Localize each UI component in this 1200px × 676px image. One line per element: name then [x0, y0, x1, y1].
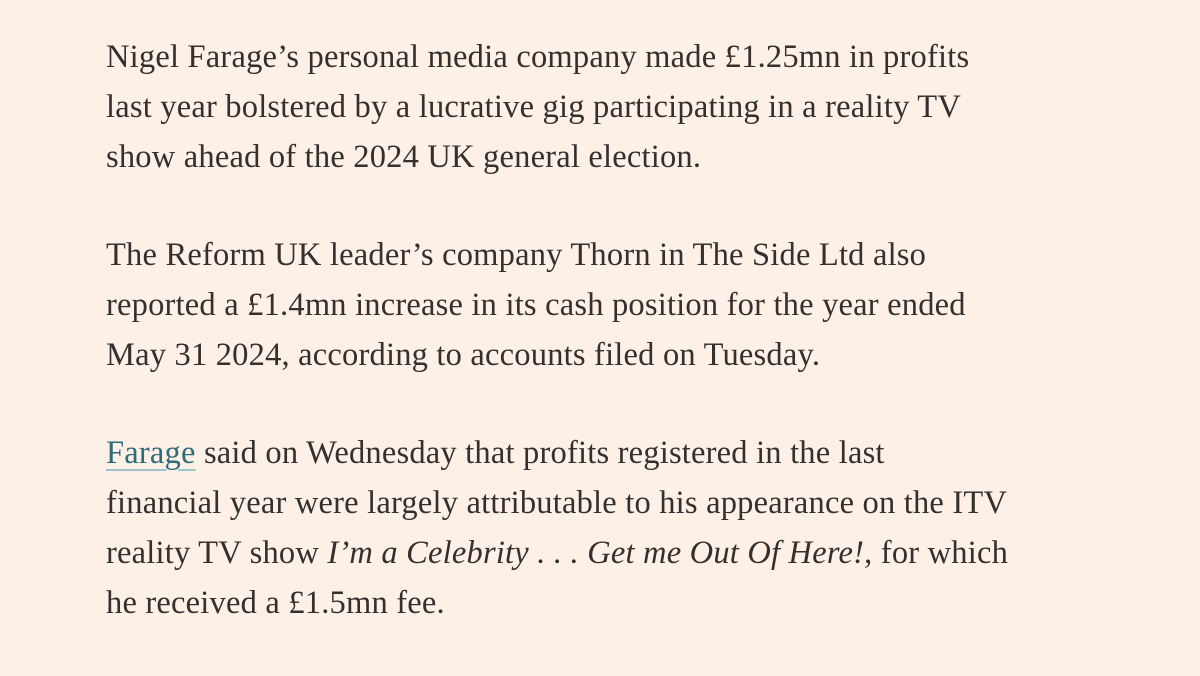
article-body: Nigel Farage’s personal media company ma… [106, 32, 1008, 676]
text-line: May 31 2024, according to accounts filed… [106, 330, 1008, 380]
text-line: he received a £1.5mn fee. [106, 578, 1008, 628]
text: May 31 2024, according to accounts filed… [106, 337, 821, 373]
text-line: reported a £1.4mn increase in its cash p… [106, 280, 1008, 330]
paragraph: The Reform UK leader’s company Thorn in … [106, 230, 1008, 380]
text: reported a £1.4mn increase in its cash p… [106, 287, 966, 323]
text-line: reality TV show I’m a Celebrity . . . Ge… [106, 528, 1008, 578]
text-line: The Reform UK leader’s company Thorn in … [106, 230, 1008, 280]
text-line: last year bolstered by a lucrative gig p… [106, 82, 1008, 132]
text: last year bolstered by a lucrative gig p… [106, 89, 961, 125]
text-line: Farage said on Wednesday that profits re… [106, 428, 1008, 478]
text: The Reform UK leader’s company Thorn in … [106, 237, 927, 273]
paragraph: Nigel Farage’s personal media company ma… [106, 32, 1008, 182]
text: financial year were largely attributable… [106, 485, 1008, 521]
italic-text: I’m a Celebrity . . . Get me Out Of Here… [327, 535, 865, 571]
text: reality TV show [106, 535, 328, 571]
text: , for which [864, 535, 1009, 571]
link[interactable]: Farage [106, 435, 196, 471]
text-line: Nigel Farage’s personal media company ma… [106, 32, 1008, 82]
text: show ahead of the 2024 UK general electi… [106, 139, 702, 175]
text-line: show ahead of the 2024 UK general electi… [106, 132, 1008, 182]
text-line: financial year were largely attributable… [106, 478, 1008, 528]
text: Nigel Farage’s personal media company ma… [106, 39, 970, 75]
paragraph: Farage said on Wednesday that profits re… [106, 428, 1008, 628]
text: said on Wednesday that profits registere… [195, 435, 885, 471]
text: he received a £1.5mn fee. [106, 585, 445, 621]
